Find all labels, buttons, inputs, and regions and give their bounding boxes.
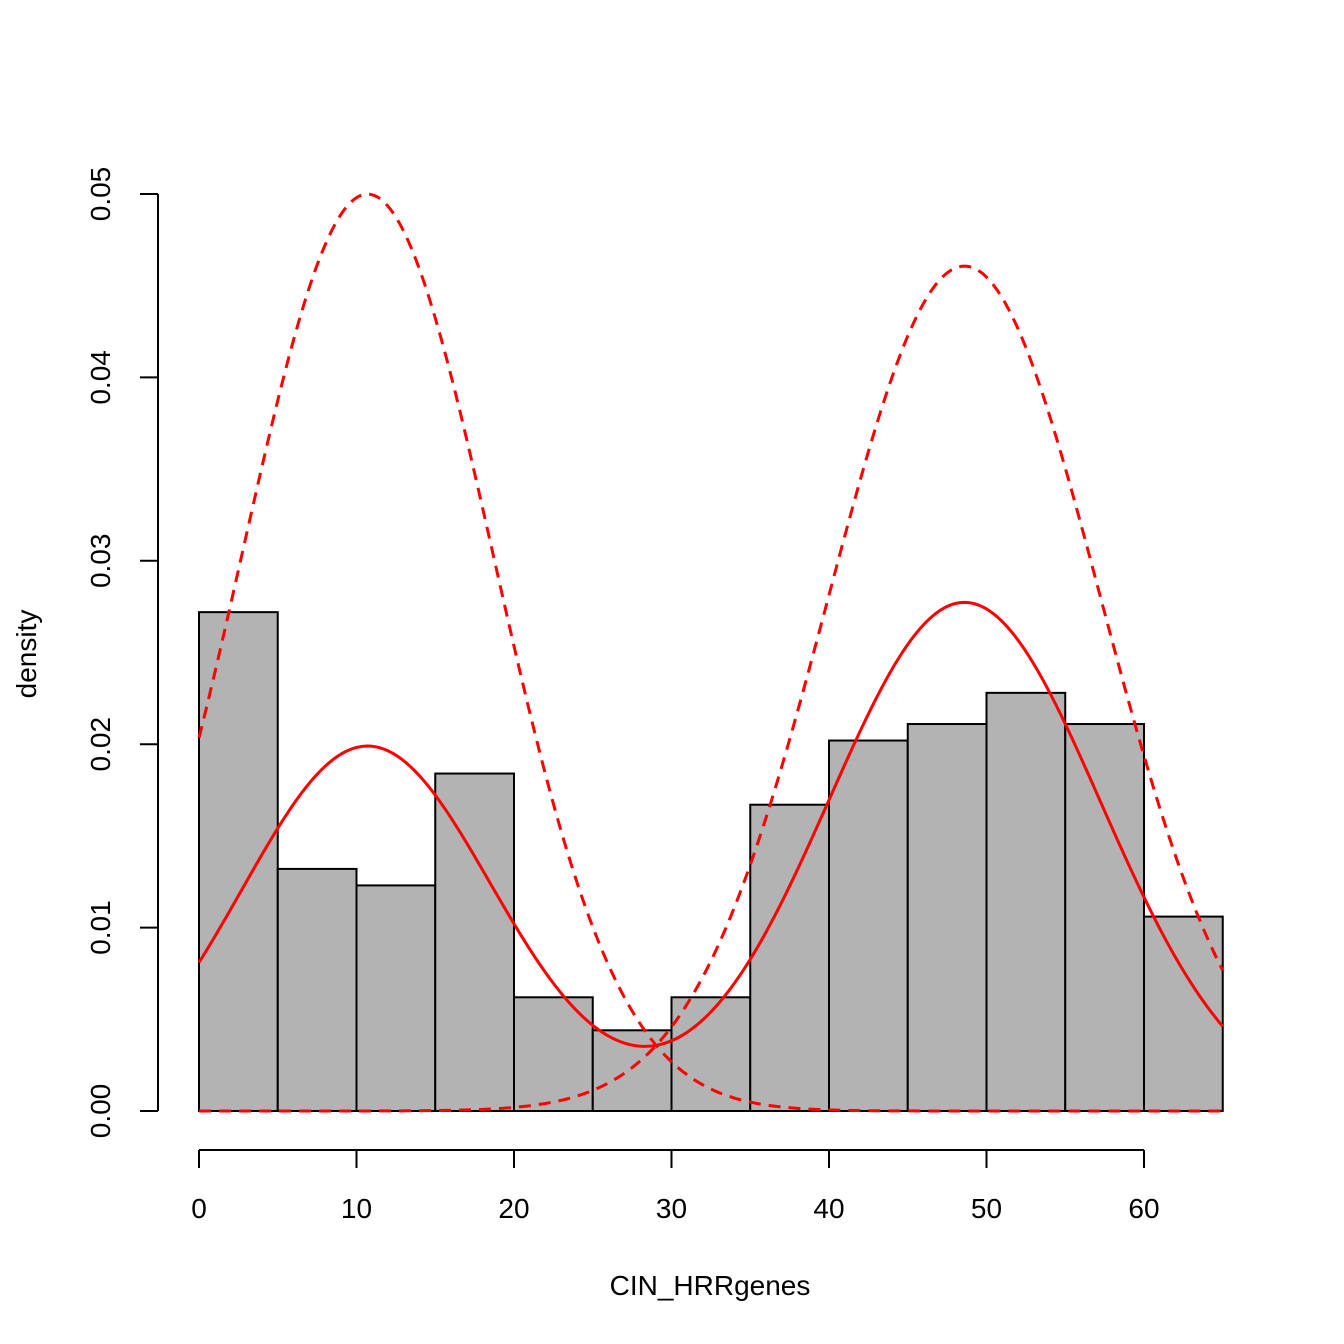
x-tick-label: 60 xyxy=(1128,1193,1159,1224)
x-tick-label: 30 xyxy=(656,1193,687,1224)
x-axis: 0 10 20 30 40 50 60 xyxy=(191,1149,1160,1224)
component-density-curve xyxy=(199,264,1225,1113)
component-density-curve xyxy=(197,192,1223,1113)
histogram-bars xyxy=(198,611,1224,1113)
histogram-bar xyxy=(1064,723,1145,1112)
x-tick-label: 50 xyxy=(971,1193,1002,1224)
y-axis-label: density xyxy=(11,610,42,699)
y-tick-label: 0.05 xyxy=(85,167,116,222)
histogram-bar xyxy=(985,691,1067,1113)
histogram-bar xyxy=(591,1029,673,1112)
x-tick-label: 40 xyxy=(813,1193,844,1224)
y-tick-label: 0.03 xyxy=(85,534,116,589)
y-axis: 0.00 0.01 0.02 0.03 0.04 0.05 xyxy=(85,167,159,1139)
x-tick-label: 0 xyxy=(191,1193,207,1224)
y-tick-label: 0.04 xyxy=(85,350,116,405)
histogram-bar xyxy=(513,996,594,1112)
histogram-bar xyxy=(828,739,909,1112)
histogram-bar xyxy=(355,884,437,1113)
histogram-bar xyxy=(906,723,988,1112)
density-curves xyxy=(197,192,1225,1113)
mixture-density-curve xyxy=(197,600,1224,1048)
histogram-bar xyxy=(670,996,752,1112)
histogram-bar xyxy=(198,611,279,1112)
histogram-bar xyxy=(276,867,358,1112)
histogram-bar xyxy=(1143,915,1224,1113)
y-tick-label: 0.01 xyxy=(85,900,116,955)
y-tick-label: 0.00 xyxy=(85,1084,116,1139)
histogram-bar xyxy=(434,772,515,1112)
y-tick-label: 0.02 xyxy=(85,717,116,772)
x-axis-label: CIN_HRRgenes xyxy=(610,1270,811,1301)
x-tick-label: 20 xyxy=(498,1193,529,1224)
histogram-bar xyxy=(749,803,830,1112)
x-tick-label: 10 xyxy=(341,1193,372,1224)
